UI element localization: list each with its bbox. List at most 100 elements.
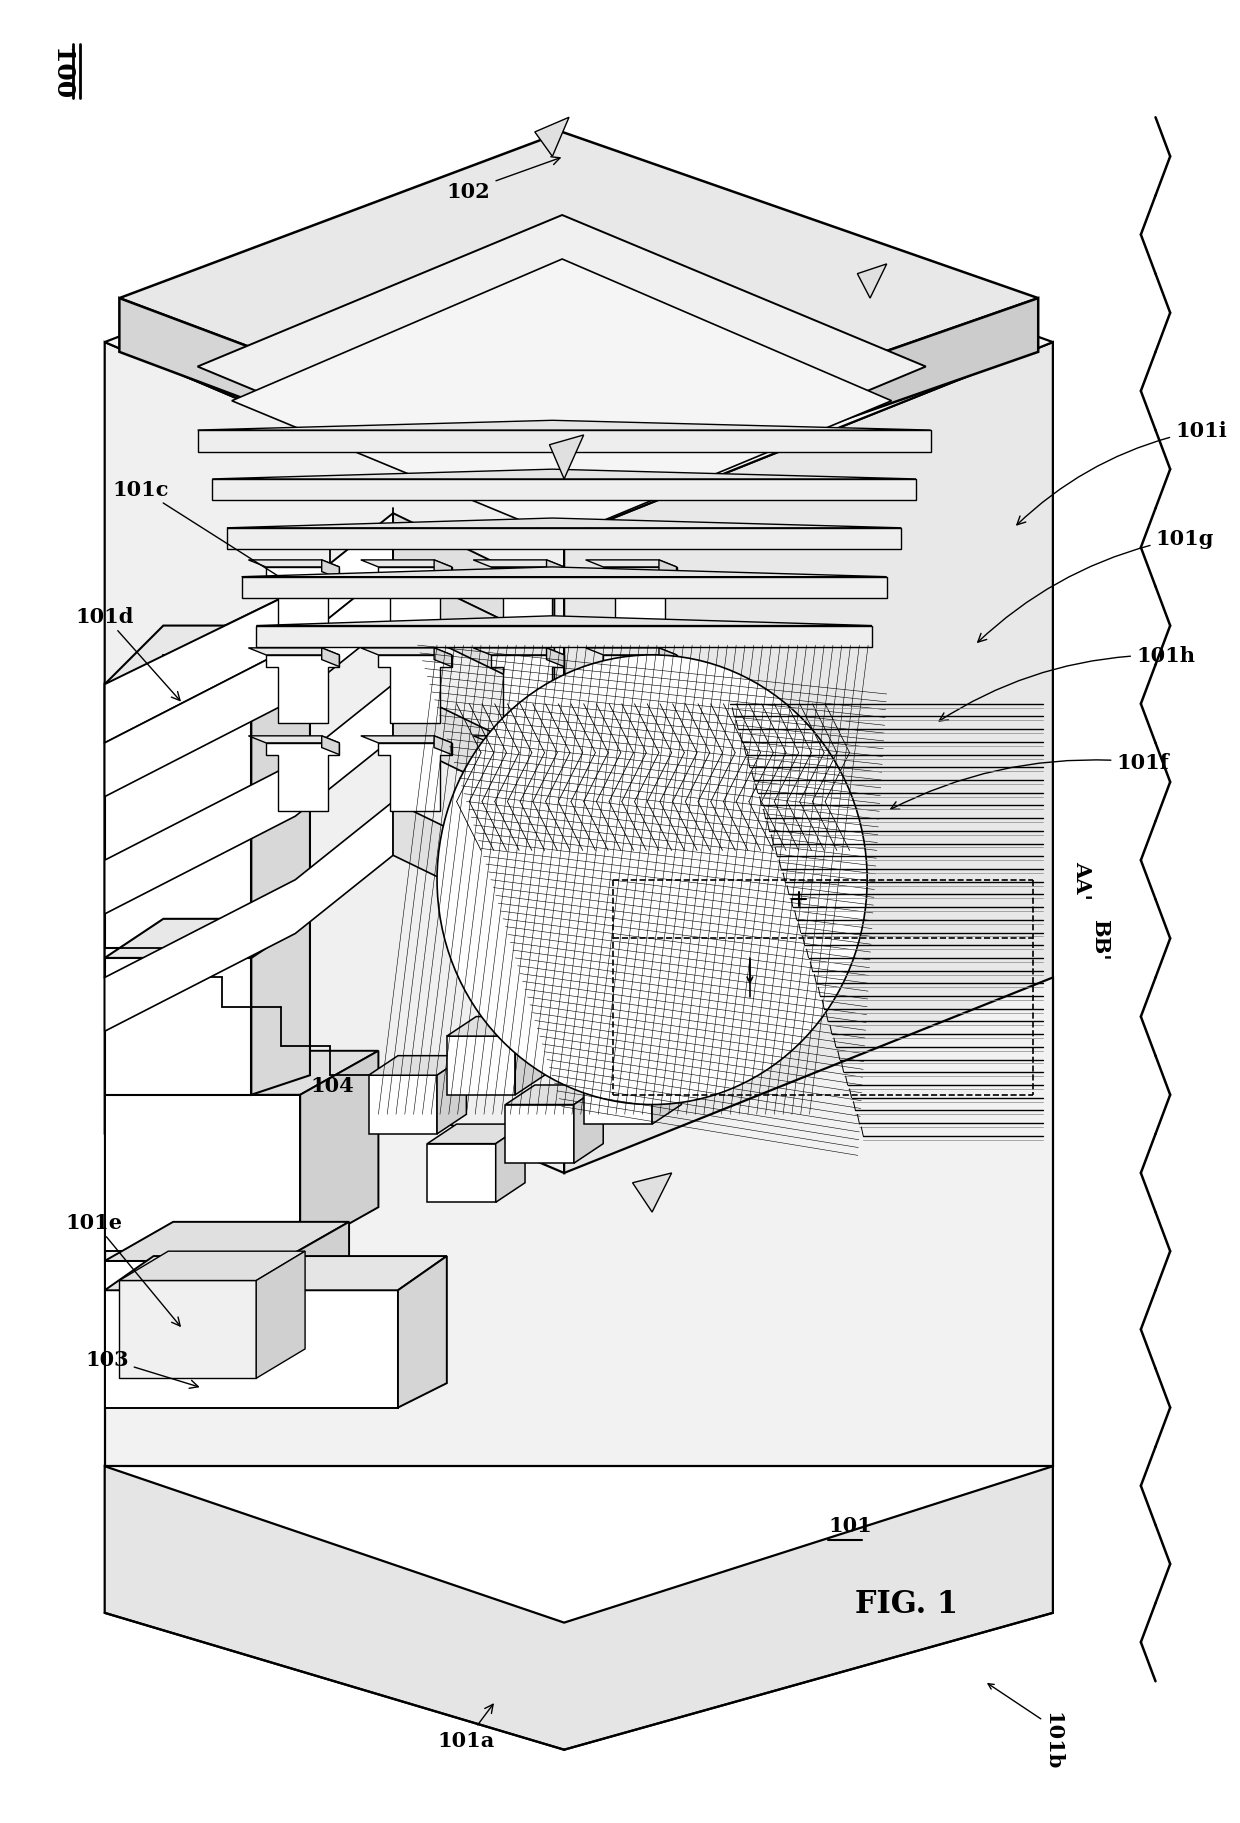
Polygon shape [584, 1046, 682, 1066]
Polygon shape [547, 560, 564, 580]
Polygon shape [658, 649, 677, 667]
Text: 101b: 101b [1043, 1710, 1063, 1768]
Polygon shape [491, 567, 564, 636]
Polygon shape [197, 430, 931, 452]
Polygon shape [393, 514, 554, 645]
Polygon shape [594, 977, 622, 1056]
Polygon shape [212, 470, 916, 479]
Polygon shape [603, 567, 677, 636]
Polygon shape [119, 133, 1038, 465]
Polygon shape [398, 1256, 446, 1407]
Text: 101a: 101a [438, 1705, 495, 1750]
Polygon shape [506, 1085, 603, 1105]
Polygon shape [632, 1174, 672, 1212]
Polygon shape [506, 1105, 574, 1163]
Polygon shape [321, 560, 340, 580]
Polygon shape [252, 919, 310, 1096]
Text: 101i: 101i [1017, 421, 1226, 525]
Polygon shape [857, 264, 887, 299]
Text: 101c: 101c [113, 479, 306, 594]
Polygon shape [104, 1262, 280, 1398]
Polygon shape [378, 656, 451, 724]
Polygon shape [104, 343, 564, 1174]
Polygon shape [104, 1256, 446, 1291]
Polygon shape [248, 649, 340, 656]
Polygon shape [474, 649, 564, 656]
Polygon shape [434, 649, 451, 667]
Polygon shape [393, 802, 554, 933]
Polygon shape [119, 299, 562, 520]
Polygon shape [496, 1125, 525, 1203]
Polygon shape [257, 616, 872, 627]
Text: 101f: 101f [890, 753, 1169, 809]
Polygon shape [378, 744, 451, 811]
Ellipse shape [436, 656, 867, 1105]
Polygon shape [491, 656, 564, 724]
Polygon shape [300, 1052, 378, 1251]
Polygon shape [119, 1282, 257, 1378]
Polygon shape [257, 1251, 305, 1378]
Polygon shape [652, 1046, 682, 1125]
Polygon shape [436, 1056, 466, 1134]
Polygon shape [361, 560, 451, 567]
Polygon shape [474, 560, 564, 567]
Polygon shape [104, 802, 393, 1032]
Polygon shape [104, 1291, 398, 1407]
Polygon shape [321, 649, 340, 667]
Polygon shape [227, 520, 901, 529]
Polygon shape [280, 1221, 350, 1398]
Polygon shape [257, 627, 872, 647]
Polygon shape [393, 685, 554, 817]
Polygon shape [603, 656, 677, 724]
Polygon shape [361, 649, 451, 656]
Polygon shape [434, 560, 451, 580]
Text: 104: 104 [310, 1076, 353, 1096]
Polygon shape [491, 744, 564, 811]
Text: 100: 100 [48, 47, 73, 100]
Polygon shape [212, 479, 916, 501]
Text: 102: 102 [446, 157, 560, 202]
Polygon shape [104, 168, 1053, 538]
Text: 101d: 101d [76, 607, 180, 702]
Polygon shape [446, 1017, 544, 1037]
Polygon shape [104, 685, 393, 915]
Polygon shape [564, 343, 1053, 1174]
Polygon shape [252, 627, 310, 948]
Polygon shape [104, 567, 393, 797]
Polygon shape [227, 529, 901, 551]
Polygon shape [428, 1145, 496, 1203]
Polygon shape [104, 685, 252, 948]
Polygon shape [104, 627, 310, 685]
Polygon shape [242, 567, 887, 578]
Polygon shape [104, 1221, 350, 1262]
Polygon shape [585, 560, 677, 567]
Polygon shape [104, 977, 1053, 1466]
Polygon shape [658, 560, 677, 580]
Polygon shape [446, 1037, 516, 1096]
Polygon shape [361, 736, 451, 744]
Polygon shape [119, 1251, 305, 1282]
Polygon shape [378, 567, 451, 636]
Polygon shape [584, 1066, 652, 1125]
Polygon shape [474, 736, 564, 744]
Text: 103: 103 [86, 1349, 198, 1389]
Polygon shape [547, 736, 564, 755]
Text: 101h: 101h [939, 645, 1195, 722]
Polygon shape [516, 1017, 544, 1096]
Polygon shape [525, 977, 622, 997]
Polygon shape [267, 656, 340, 724]
Polygon shape [232, 261, 892, 538]
Polygon shape [534, 118, 569, 157]
Polygon shape [368, 1076, 436, 1134]
Polygon shape [197, 215, 926, 520]
Polygon shape [267, 744, 340, 811]
Polygon shape [104, 685, 164, 1169]
Polygon shape [434, 736, 451, 755]
Polygon shape [104, 1052, 378, 1096]
Polygon shape [104, 514, 393, 744]
Polygon shape [525, 997, 594, 1056]
Text: 101g: 101g [978, 529, 1214, 644]
Polygon shape [104, 959, 252, 1096]
Polygon shape [368, 1056, 466, 1076]
Polygon shape [321, 736, 340, 755]
